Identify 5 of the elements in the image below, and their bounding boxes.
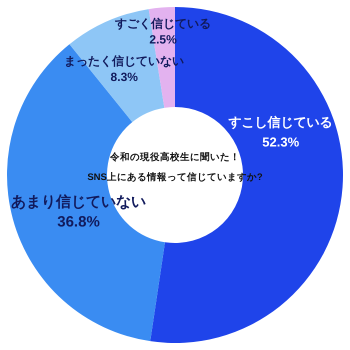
text: 令和の現役高校生に聞いた！ <box>109 151 240 163</box>
data-label: 36.8% <box>57 213 100 230</box>
slice-label: すこし信じている <box>228 114 333 130</box>
data-label: 8.3% <box>110 70 138 84</box>
data-label: 52.3% <box>262 134 300 150</box>
